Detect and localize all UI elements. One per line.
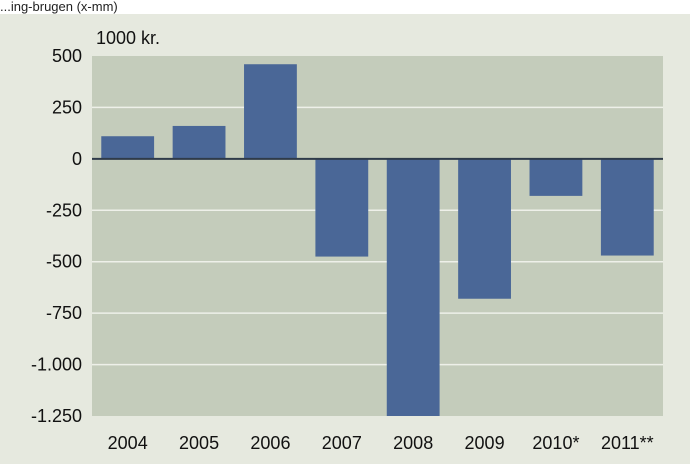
bar-2008 <box>386 158 440 416</box>
header-fragment: ...ing-brugen (x-mm) <box>0 0 690 14</box>
x-tick-label: 2007 <box>322 433 362 453</box>
bar-2007 <box>315 158 369 257</box>
x-tick-label: 2005 <box>179 433 219 453</box>
bar-2004 <box>101 136 155 159</box>
y-tick-label: -250 <box>46 200 82 220</box>
y-tick-label: -500 <box>46 252 82 272</box>
y-tick-label: -1.000 <box>31 355 82 375</box>
y-tick-label: 250 <box>52 97 82 117</box>
plot-area <box>92 56 663 416</box>
bar-2011 <box>600 158 654 256</box>
x-tick-label: 2010* <box>532 433 579 453</box>
x-axis-ticks: 2004 2005 2006 2007 2008 2009 2010* 2011** <box>108 433 654 453</box>
bar-2006 <box>244 64 297 159</box>
x-tick-label: 2008 <box>393 433 433 453</box>
x-tick-label: 2004 <box>108 433 148 453</box>
y-tick-label: 0 <box>72 149 82 169</box>
y-tick-label: -750 <box>46 303 82 323</box>
y-tick-label: 500 <box>52 46 82 66</box>
y-axis-ticks: 500 250 0 -250 -500 -750 -1.000 -1.250 <box>31 46 82 426</box>
x-tick-label: 2009 <box>465 433 505 453</box>
gridlines <box>92 106 663 366</box>
bar-2005 <box>172 125 226 159</box>
y-axis-unit-label: 1000 kr. <box>96 28 160 48</box>
y-tick-label: -1.250 <box>31 406 82 426</box>
x-tick-label: 2011** <box>601 433 654 453</box>
bar-2010 <box>529 158 583 196</box>
bar-2009 <box>458 158 511 299</box>
bars-group <box>101 64 654 416</box>
x-tick-label: 2006 <box>250 433 290 453</box>
